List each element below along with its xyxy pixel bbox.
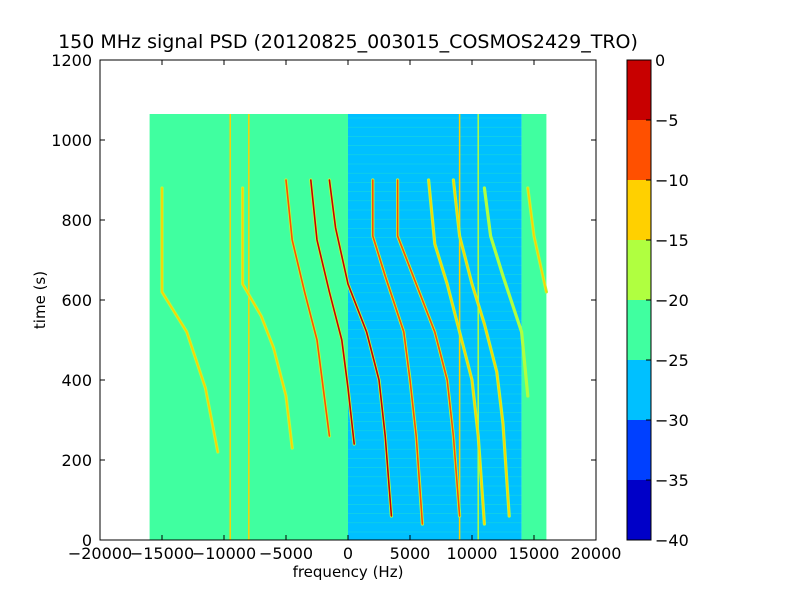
colorbar-tick-label: −40 xyxy=(655,531,689,550)
signal-trace xyxy=(161,187,219,453)
signal-trace xyxy=(427,179,486,525)
signal-trace xyxy=(372,179,424,525)
x-tick-label: −5000 xyxy=(259,544,313,563)
colorbar-segment xyxy=(627,300,651,360)
signal-trace xyxy=(527,187,548,293)
background-region xyxy=(521,114,547,540)
colorbar-segment xyxy=(627,240,651,300)
colorbar-tick-label: 0 xyxy=(655,51,665,70)
signal-trace xyxy=(241,187,293,449)
y-tick-label: 600 xyxy=(61,291,92,310)
x-tick-label: 10000 xyxy=(447,544,498,563)
y-tick-label: 0 xyxy=(82,531,92,550)
x-axis-label: frequency (Hz) xyxy=(293,563,404,581)
signal-trace xyxy=(328,179,393,517)
colorbar-segment xyxy=(627,120,651,180)
colorbar-segment xyxy=(627,60,651,120)
y-tick-label: 1000 xyxy=(51,131,92,150)
colorbar-segment xyxy=(627,180,651,240)
signal-trace xyxy=(483,187,529,397)
x-tick-label: 15000 xyxy=(509,544,560,563)
y-tick-label: 200 xyxy=(61,451,92,470)
signal-trace xyxy=(310,179,355,445)
x-tick-label: 0 xyxy=(343,544,353,563)
x-tick-label: 5000 xyxy=(390,544,431,563)
colorbar-tick-label: −35 xyxy=(655,471,689,490)
x-axis: −20000−15000−10000 −5000 0 5000 10000 15000 20… xyxy=(68,60,622,563)
signal-trace xyxy=(285,179,331,437)
colorbar-tick-label: −15 xyxy=(655,231,689,250)
spectrogram-traces xyxy=(160,114,548,540)
colorbar-segment xyxy=(627,420,651,480)
heatmap-plot-area xyxy=(149,114,547,540)
y-tick-label: 400 xyxy=(61,371,92,390)
y-tick-label: 1200 xyxy=(51,51,92,70)
signal-trace xyxy=(396,179,461,517)
y-tick-label: 800 xyxy=(61,211,92,230)
y-axis: 0 200 400 600 800 1000 1200 xyxy=(51,51,596,550)
colorbar-segment xyxy=(627,480,651,540)
chart-title: 150 MHz signal PSD (20120825_003015_COSM… xyxy=(58,31,638,53)
x-tick-label: 20000 xyxy=(571,544,622,563)
x-tick-label: −15000 xyxy=(130,544,194,563)
background-region xyxy=(348,114,522,540)
x-tick-label: −10000 xyxy=(192,544,256,563)
colorbar-tick-label: −30 xyxy=(655,411,689,430)
colorbar-tick-label: −25 xyxy=(655,351,689,370)
colorbar: −40 −35 −30 −25 −20 −15 −10 −5 0 xyxy=(626,51,689,550)
signal-trace xyxy=(452,179,510,517)
y-axis-label: time (s) xyxy=(31,271,49,329)
colorbar-tick-label: −10 xyxy=(655,171,689,190)
colorbar-segment xyxy=(627,360,651,420)
colorbar-tick-label: −20 xyxy=(655,291,689,310)
x-tick-label: −20000 xyxy=(68,544,132,563)
colorbar-tick-label: −5 xyxy=(655,111,679,130)
